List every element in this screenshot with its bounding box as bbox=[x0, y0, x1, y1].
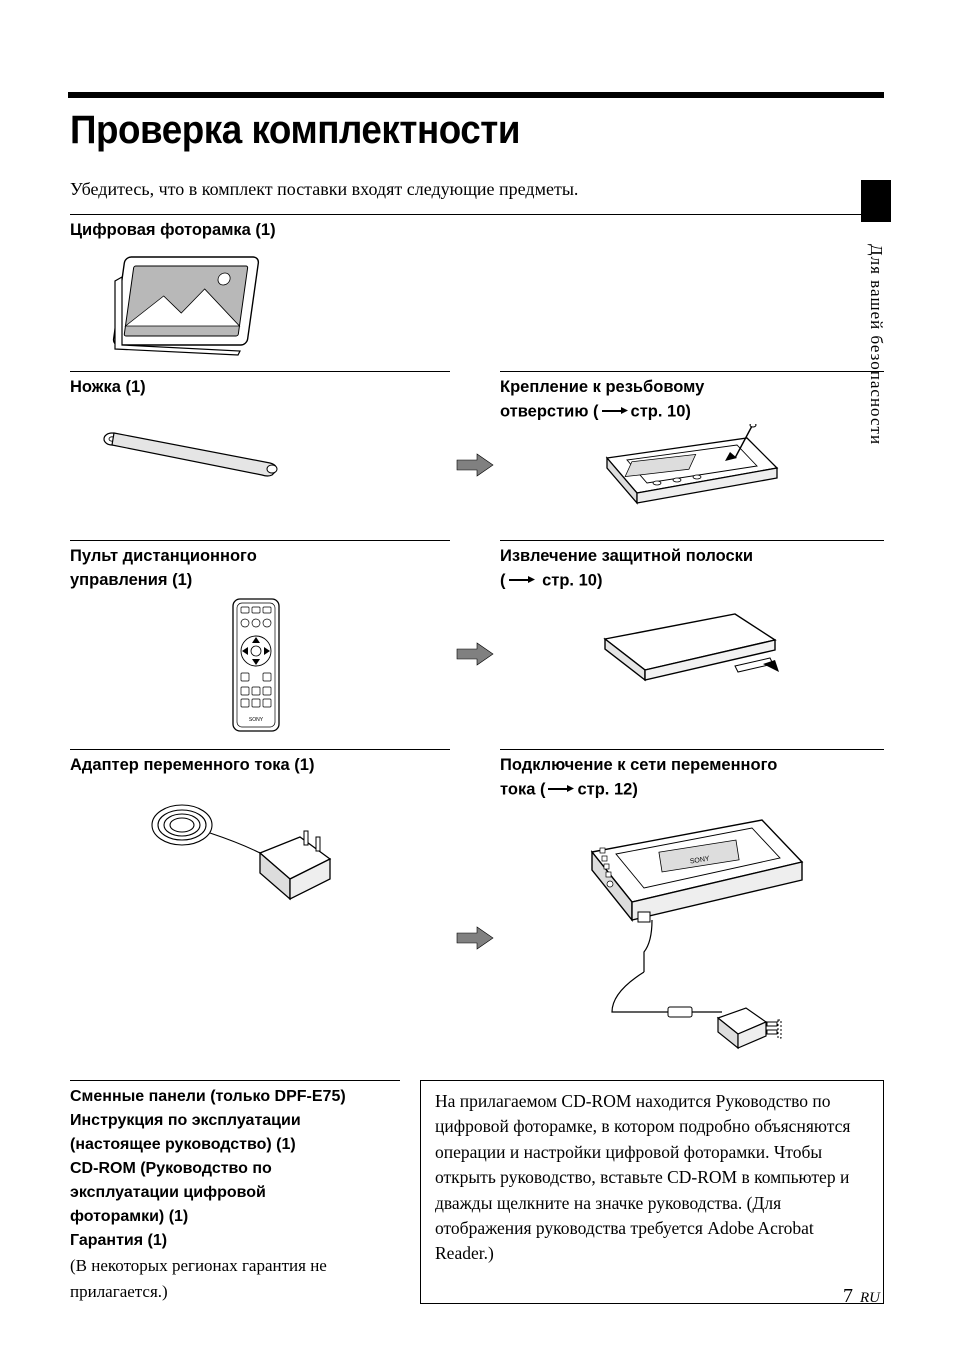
power-line2: тока ( bbox=[500, 780, 545, 798]
mount-illustration bbox=[500, 424, 884, 534]
item-cdrom-3: фоторамки) (1) bbox=[70, 1205, 400, 1229]
warranty-note-1: (В некоторых регионах гарантия не bbox=[70, 1253, 400, 1279]
ref-arrow-icon bbox=[508, 569, 536, 593]
frame-illustration bbox=[70, 243, 884, 365]
item-panels: Сменные панели (только DPF-E75) bbox=[70, 1085, 400, 1109]
remote-line2: управления (1) bbox=[70, 571, 192, 589]
row-remote-strip: Пульт дистанционного управления (1) bbox=[70, 534, 884, 743]
strip-line1: Извлечение защитной полоски bbox=[500, 547, 753, 565]
item-frame-label: Цифровая фоторамка (1) bbox=[70, 214, 884, 243]
item-cdrom-1: CD-ROM (Руководство по bbox=[70, 1157, 400, 1181]
item-power-label: Подключение к сети переменного тока ( стр… bbox=[500, 749, 884, 802]
mount-line1: Крепление к резьбовому bbox=[500, 378, 704, 396]
item-strip-label: Извлечение защитной полоски ( стр. 10) bbox=[500, 540, 884, 593]
svg-text:SONY: SONY bbox=[249, 717, 264, 723]
power-illustration: SONY bbox=[500, 802, 884, 1072]
adapter-illustration bbox=[70, 778, 450, 928]
mount-page: стр. 10) bbox=[631, 402, 691, 420]
power-page: стр. 12) bbox=[577, 780, 637, 798]
item-warranty: Гарантия (1) bbox=[70, 1229, 400, 1253]
mount-line2: отверстию ( bbox=[500, 402, 599, 420]
remote-line1: Пульт дистанционного bbox=[70, 547, 257, 565]
arrow-icon bbox=[455, 452, 495, 478]
item-manual-2: (настоящее руководство) (1) bbox=[70, 1133, 400, 1157]
power-line1: Подключение к сети переменного bbox=[500, 756, 777, 774]
arrow-icon bbox=[455, 925, 495, 951]
ref-arrow-icon bbox=[601, 400, 629, 424]
row-stand-mount: Ножка (1) Крепление к резьбовому отверст… bbox=[70, 365, 884, 534]
item-stand-label: Ножка (1) bbox=[70, 371, 450, 400]
arrow-icon bbox=[455, 641, 495, 667]
remote-illustration: SONY bbox=[70, 593, 450, 743]
page-number-value: 7 bbox=[843, 1285, 853, 1307]
header-rule bbox=[68, 92, 884, 98]
item-mount-label: Крепление к резьбовому отверстию ( стр. 1… bbox=[500, 371, 884, 424]
page-title: Проверка комплектности bbox=[70, 108, 819, 153]
manual-page: Проверка комплектности Убедитесь, что в … bbox=[0, 0, 954, 1344]
strip-page: стр. 10) bbox=[538, 571, 603, 589]
item-manual-1: Инструкция по эксплуатации bbox=[70, 1109, 400, 1133]
item-cdrom-2: эксплуатации цифровой bbox=[70, 1181, 400, 1205]
warranty-note-2: прилагается.) bbox=[70, 1279, 400, 1305]
additional-items-list: Сменные панели (только DPF-E75) Инструкц… bbox=[70, 1080, 400, 1304]
page-number: 7 RU bbox=[843, 1285, 880, 1308]
strip-illustration bbox=[500, 593, 884, 713]
item-adapter-label: Адаптер переменного тока (1) bbox=[70, 749, 450, 778]
ref-arrow-icon bbox=[547, 778, 575, 802]
row-adapter-power: Адаптер переменного тока (1) bbox=[70, 743, 884, 1072]
intro-text: Убедитесь, что в комплект поставки входя… bbox=[70, 179, 884, 200]
page-lang: RU bbox=[860, 1290, 880, 1306]
bottom-section: Сменные панели (только DPF-E75) Инструкц… bbox=[70, 1080, 884, 1304]
item-remote-label: Пульт дистанционного управления (1) bbox=[70, 540, 450, 593]
strip-line2: ( bbox=[500, 571, 506, 589]
stand-illustration bbox=[70, 400, 450, 500]
cdrom-info-box: На прилагаемом CD-ROM находится Руководс… bbox=[420, 1080, 884, 1304]
